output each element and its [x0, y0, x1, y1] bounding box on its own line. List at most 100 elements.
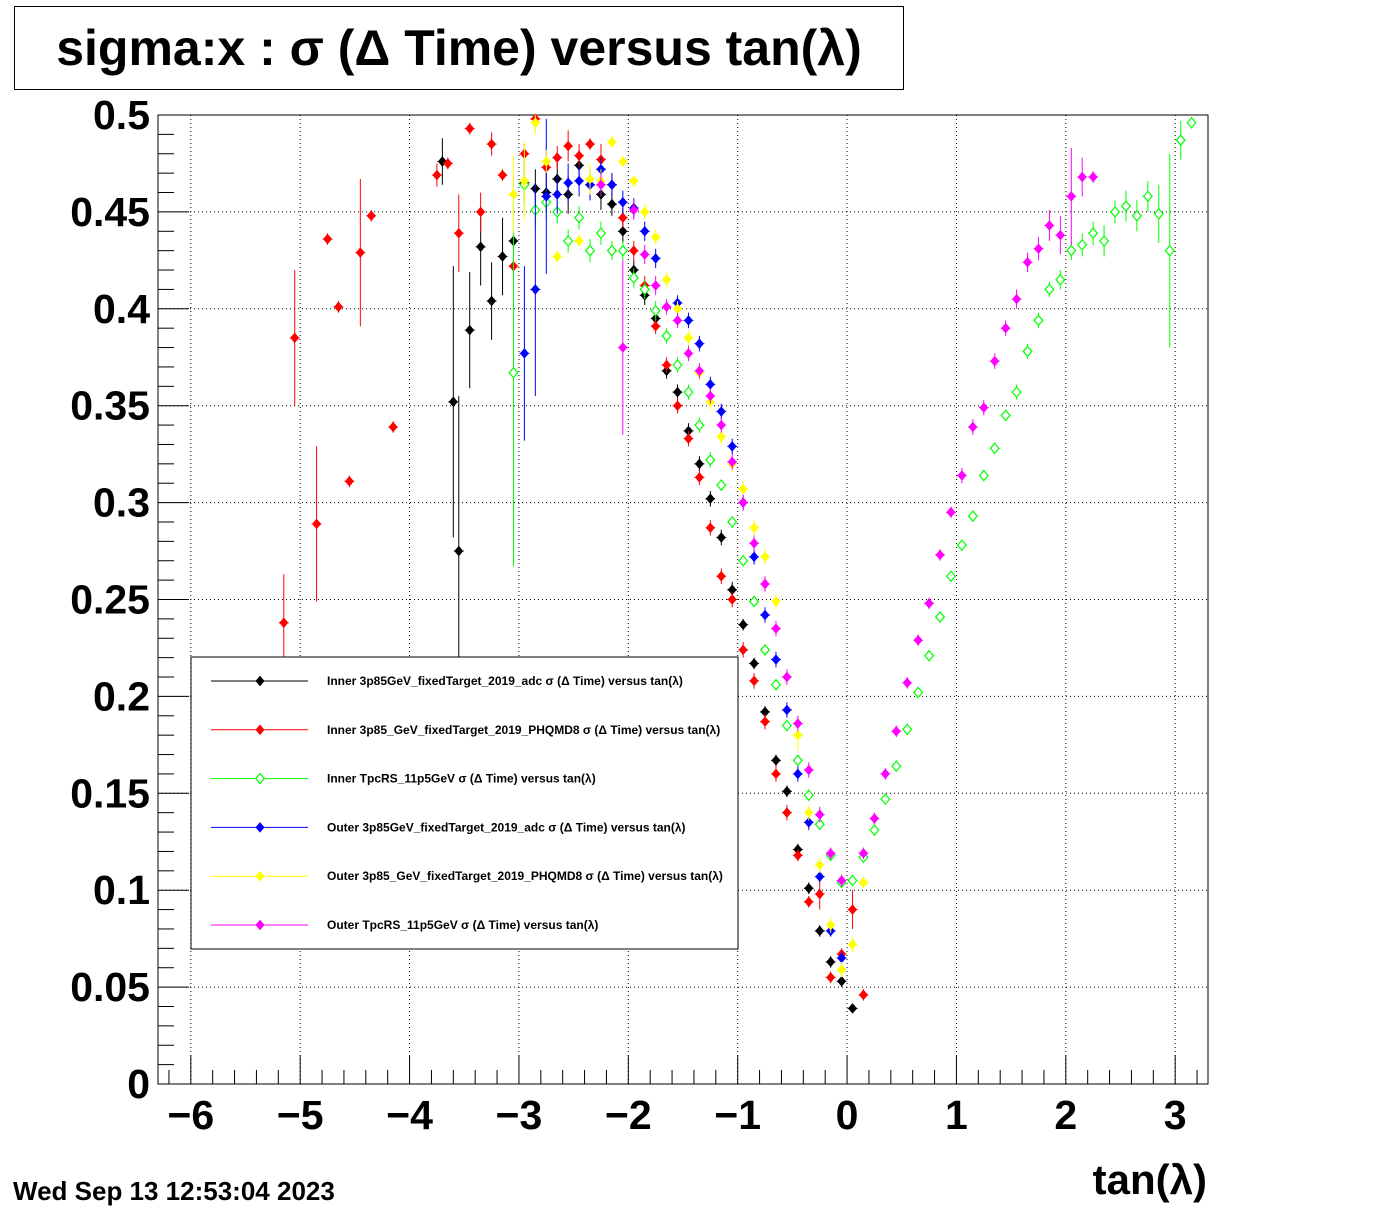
data-point — [487, 295, 497, 307]
data-point — [815, 925, 825, 937]
data-point — [1077, 171, 1087, 183]
data-point — [585, 138, 595, 150]
x-tick-label: −2 — [605, 1092, 652, 1138]
data-point — [804, 882, 814, 894]
data-point — [760, 551, 770, 563]
data-point — [1022, 256, 1033, 268]
legend-label: Outer 3p85GeV_fixedTarget_2019_adc σ (Δ … — [327, 820, 686, 834]
data-point — [683, 347, 694, 359]
data-point — [924, 649, 935, 662]
data-point — [585, 173, 595, 185]
series-6 — [595, 147, 1099, 887]
datestamp: Wed Sep 13 12:53:04 2023 — [13, 1176, 335, 1206]
data-point — [279, 617, 289, 629]
data-point — [563, 235, 574, 247]
legend-marker — [255, 870, 265, 882]
data-point — [934, 611, 946, 623]
data-point — [738, 644, 748, 656]
legend-label: Outer 3p85_GeV_fixedTarget_2019_PHQMD8 σ… — [327, 869, 723, 883]
data-point — [705, 493, 715, 505]
legend-marker — [254, 772, 266, 785]
legend-label: Inner TpcRS_11p5GeV σ (Δ Time) versus ta… — [327, 772, 596, 786]
data-point — [727, 594, 737, 605]
data-point — [738, 554, 749, 567]
data-point — [705, 454, 716, 466]
legend: Inner 3p85GeV_fixedTarget_2019_adc σ (Δ … — [190, 656, 739, 950]
data-point — [858, 847, 869, 859]
data-point — [640, 249, 650, 260]
data-point — [837, 875, 847, 886]
data-point — [738, 483, 748, 495]
data-point — [727, 441, 737, 452]
data-point — [639, 283, 650, 296]
data-point — [771, 754, 781, 766]
data-point — [530, 284, 540, 295]
data-point — [552, 189, 562, 200]
data-point — [640, 206, 650, 218]
data-point — [716, 479, 727, 492]
data-point — [770, 678, 782, 691]
data-point — [530, 117, 540, 129]
data-point — [661, 330, 672, 342]
legend-item: Outer TpcRS_11p5GeV σ (Δ Time) versus ta… — [211, 918, 598, 932]
data-point — [694, 338, 704, 350]
data-point — [978, 469, 989, 482]
x-tick-label: 0 — [836, 1092, 859, 1138]
data-point — [705, 378, 715, 390]
data-point — [956, 539, 967, 552]
legend-label: Inner 3p85GeV_fixedTarget_2019_adc σ (Δ … — [327, 674, 683, 688]
data-series — [278, 113, 1197, 1014]
data-point — [815, 859, 825, 871]
data-point — [826, 972, 836, 983]
data-point — [792, 754, 803, 767]
data-point — [826, 919, 836, 931]
data-point — [771, 623, 781, 634]
data-point — [738, 497, 748, 508]
data-point — [683, 315, 694, 326]
data-point — [847, 1003, 858, 1014]
data-point — [355, 247, 365, 258]
y-tick-label: 0.15 — [70, 770, 150, 816]
tick-labels: −6 −5 −4 −3 −2 −1 0 1 2 3 0 0.05 0.1 0.15 0.2 0.25 0.3 0.… — [70, 92, 1186, 1138]
legend-marker — [255, 675, 265, 687]
data-point — [454, 227, 464, 239]
data-point — [1153, 207, 1164, 220]
data-point — [552, 152, 562, 164]
data-point — [1088, 227, 1099, 240]
x-tick-label: −5 — [277, 1092, 324, 1138]
data-point — [1131, 209, 1142, 222]
data-point — [749, 595, 760, 608]
legend-label: Inner 3p85_GeV_fixedTarget_2019_PHQMD8 σ… — [327, 723, 720, 737]
data-point — [606, 244, 617, 257]
data-point — [476, 206, 486, 218]
data-point — [497, 169, 508, 181]
data-point — [563, 140, 573, 152]
data-point — [1186, 116, 1197, 129]
data-point — [541, 156, 551, 167]
data-point — [793, 718, 803, 729]
legend-item: Inner TpcRS_11p5GeV σ (Δ Time) versus ta… — [211, 772, 596, 786]
data-point — [618, 342, 628, 353]
data-point — [815, 871, 825, 883]
x-tick-label: 3 — [1164, 1092, 1187, 1138]
data-point — [344, 475, 354, 487]
data-point — [683, 386, 694, 399]
data-point — [650, 304, 661, 317]
data-point — [563, 177, 573, 189]
axis-ticks — [158, 114, 1198, 1085]
data-point — [584, 244, 596, 257]
data-point — [574, 211, 585, 224]
data-point — [891, 725, 901, 737]
data-point — [1164, 244, 1175, 257]
data-point — [847, 939, 858, 950]
data-point — [497, 251, 508, 262]
data-point — [771, 596, 781, 607]
data-point — [454, 545, 464, 557]
data-point — [1088, 171, 1098, 183]
data-point — [672, 359, 683, 371]
x-tick-label: −6 — [167, 1092, 214, 1138]
data-point — [662, 301, 672, 313]
legend-marker — [255, 822, 265, 833]
data-point — [793, 768, 803, 780]
